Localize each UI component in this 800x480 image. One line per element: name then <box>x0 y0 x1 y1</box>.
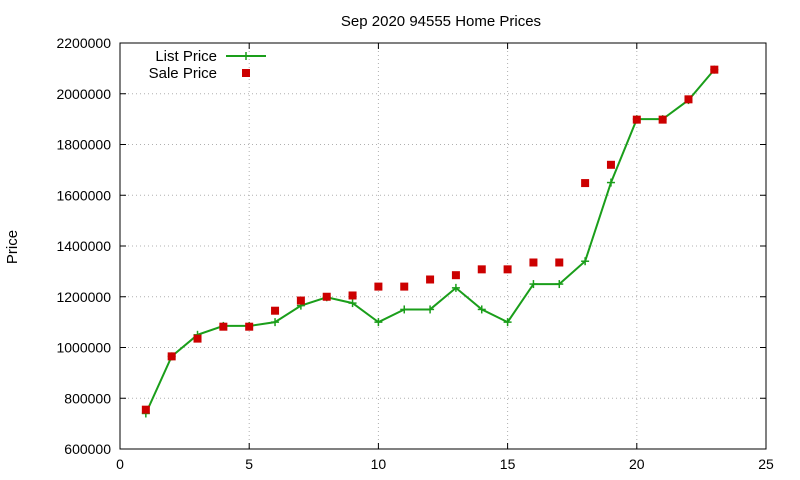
x-tick-label: 0 <box>116 456 124 472</box>
list-price-point <box>348 299 357 308</box>
y-tick-label: 1200000 <box>56 289 111 305</box>
list-price-point <box>451 283 460 292</box>
sale-price-point <box>503 265 512 274</box>
list-price-point <box>271 318 280 327</box>
sale-price-point <box>322 292 331 301</box>
plot-frame <box>119 42 767 450</box>
list-price-point <box>426 305 435 314</box>
sale-price-point <box>400 282 409 291</box>
sale-price-point <box>581 179 590 188</box>
x-tick-label: 25 <box>758 456 774 472</box>
sale-price-point <box>374 282 383 291</box>
y-tick-label: 2000000 <box>56 86 111 102</box>
sale-price-point <box>296 296 305 305</box>
list-price-point <box>581 257 590 266</box>
sale-price-point <box>684 95 693 104</box>
sale-price-point <box>426 275 435 284</box>
legend-label: Sale Price <box>149 65 217 82</box>
grid <box>120 43 766 449</box>
x-tick-label: 5 <box>245 456 253 472</box>
sale-price-point <box>632 115 641 124</box>
sale-price-point <box>529 258 538 267</box>
y-tick-label: 800000 <box>64 390 111 406</box>
legend-swatch-square <box>242 69 250 77</box>
legend-label: List Price <box>155 48 217 65</box>
sale-price-point <box>606 160 615 169</box>
sale-price-point <box>271 306 280 315</box>
list-price-point <box>606 178 615 187</box>
list-price-point <box>400 305 409 314</box>
y-tick-label: 1800000 <box>56 137 111 153</box>
y-tick-label: 1600000 <box>56 187 111 203</box>
list-price-point <box>374 318 383 327</box>
x-tick-label: 20 <box>629 456 645 472</box>
list-price-point <box>503 318 512 327</box>
list-price-point <box>555 280 564 289</box>
sale-price-point <box>219 322 228 331</box>
y-tick-label: 600000 <box>64 441 111 457</box>
y-tick-label: 2200000 <box>56 35 111 51</box>
sale-price-point <box>141 405 150 414</box>
axis-ticks: 0 5 10 15 20 25 600000 800000 1000000 1200000 1400… <box>56 35 774 472</box>
sale-price-point <box>348 291 357 300</box>
y-tick-label: 1000000 <box>56 340 111 356</box>
series-layer <box>141 65 719 418</box>
legend-swatch-plus <box>242 52 250 60</box>
series-list-price <box>141 65 719 418</box>
x-tick-label: 10 <box>371 456 387 472</box>
chart-title: Sep 2020 94555 Home Prices <box>341 13 541 30</box>
sale-price-point <box>451 271 460 280</box>
sale-price-point <box>245 322 254 331</box>
sale-price-point <box>477 265 486 274</box>
series-sale-price <box>141 65 719 414</box>
sale-price-point <box>167 352 176 361</box>
sale-price-point <box>193 334 202 343</box>
y-tick-label: 1400000 <box>56 238 111 254</box>
sale-price-point <box>658 115 667 124</box>
sale-price-point <box>710 65 719 74</box>
list-price-point <box>477 305 486 314</box>
x-tick-label: 15 <box>500 456 516 472</box>
list-price-point <box>529 280 538 289</box>
list-price-line <box>144 68 716 414</box>
y-axis-label: Price <box>4 230 21 264</box>
sale-price-point <box>555 258 564 267</box>
